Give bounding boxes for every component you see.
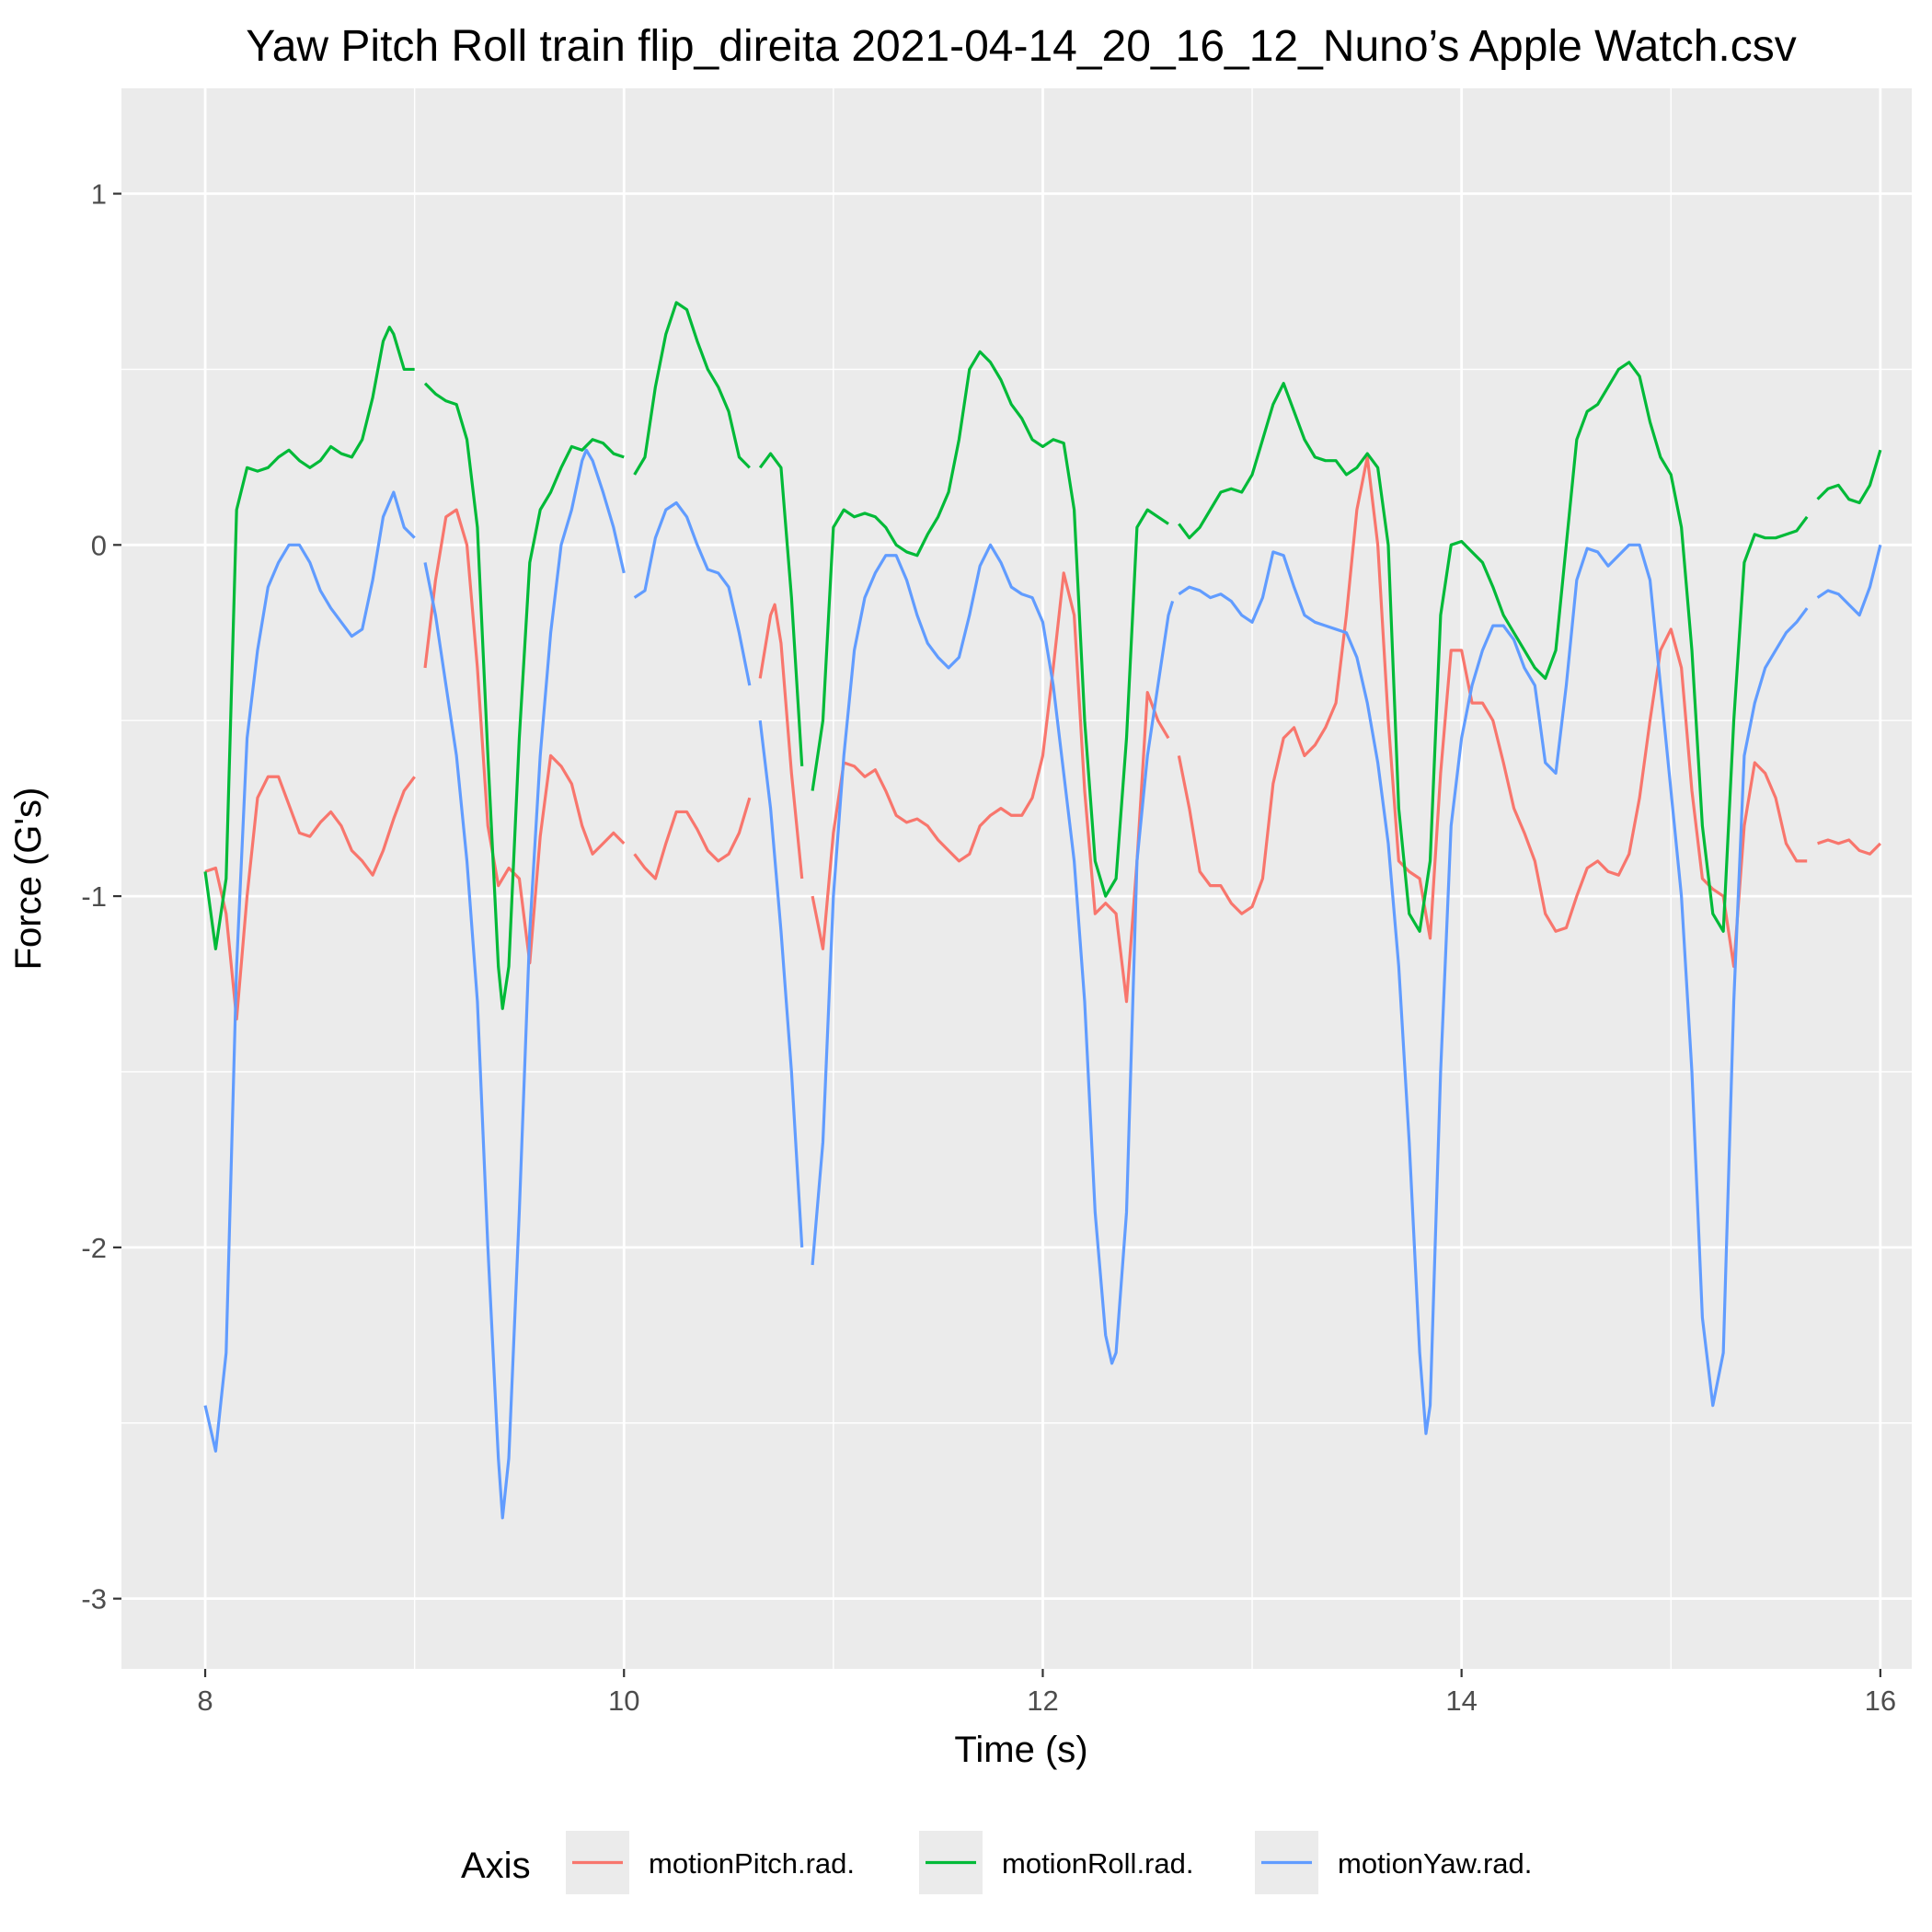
x-tick-label: 16: [1865, 1685, 1896, 1717]
y-tick-label: 0: [91, 529, 107, 561]
y-axis-ticks: -3 -2 -1 0 1: [81, 178, 121, 1616]
legend-label: motionPitch.rad.: [649, 1847, 855, 1880]
y-tick-label: -1: [81, 880, 107, 913]
y-axis-title: Force (G's): [8, 788, 49, 971]
series-line-segment: [1817, 838, 1881, 856]
x-tick-label: 14: [1445, 1685, 1477, 1717]
series-line-segment: [423, 508, 626, 965]
grid-minor: [121, 88, 1912, 1669]
legend-entry: motionPitch.rad.: [566, 1831, 855, 1894]
legend-label: motionYaw.rad.: [1338, 1847, 1532, 1880]
series-line-segment: [758, 603, 804, 880]
series-line-segment: [758, 452, 804, 766]
plot-panel: [121, 88, 1912, 1669]
chart-title: Yaw Pitch Roll train flip_direita 2021-0…: [246, 22, 1796, 71]
legend-entry: motionYaw.rad.: [1255, 1831, 1532, 1894]
series-line-segment: [633, 797, 752, 880]
series-line-segment: [633, 301, 751, 476]
series-line-segment: [204, 775, 416, 1021]
series-line-segment: [423, 448, 626, 1520]
legend-entry: motionRoll.rad.: [919, 1831, 1193, 1894]
series-motionpitch-rad: [204, 455, 1881, 1021]
legend-label: motionRoll.rad.: [1002, 1847, 1193, 1880]
series-line-segment: [811, 543, 1175, 1365]
legend-entries: motionPitch.rad. motionRoll.rad. motionYaw…: [566, 1831, 1532, 1894]
y-tick-label: -3: [81, 1583, 107, 1616]
series-line-segment: [811, 571, 1170, 1004]
grid-major: [121, 88, 1912, 1669]
x-axis-ticks: 8 10 12 14 16: [197, 1669, 1896, 1717]
series-line-segment: [1816, 544, 1882, 617]
series-line-segment: [758, 720, 804, 1248]
series-line-segment: [203, 490, 416, 1453]
y-tick-label: -2: [81, 1232, 107, 1264]
x-axis-title: Time (s): [954, 1730, 1087, 1770]
series-line-segment: [1816, 449, 1882, 505]
series-group: [203, 301, 1882, 1520]
series-line-segment: [633, 500, 752, 686]
legend-title: Axis: [461, 1846, 531, 1886]
series-line-segment: [1178, 543, 1809, 1435]
series-line-segment: [203, 326, 415, 950]
x-tick-label: 12: [1027, 1685, 1058, 1717]
x-tick-label: 8: [197, 1685, 213, 1717]
series-motionyaw-rad: [203, 448, 1882, 1520]
y-tick-label: 1: [91, 178, 107, 211]
series-line-segment: [1178, 361, 1809, 933]
series-line-segment: [811, 350, 1169, 898]
series-line-segment: [423, 382, 625, 1010]
series-line-segment: [1177, 455, 1808, 969]
legend: Axis motionPitch.rad. motionRoll.rad. moti…: [461, 1831, 1532, 1894]
series-motionroll-rad: [203, 301, 1882, 1010]
x-tick-label: 10: [608, 1685, 639, 1717]
